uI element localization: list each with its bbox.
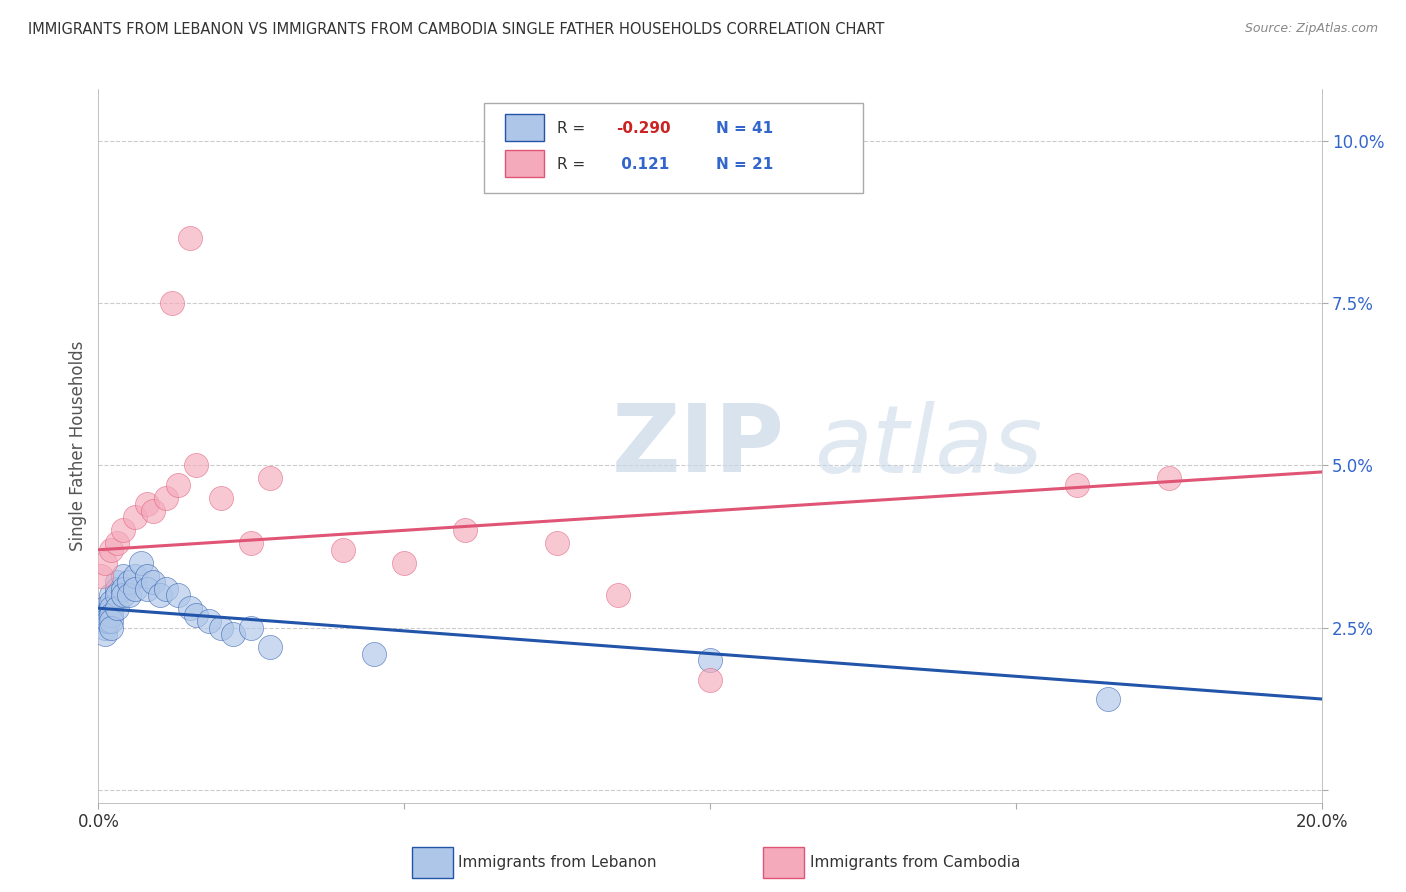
Point [155, 491, 177, 505]
Point [93, 614, 115, 628]
Point [240, 621, 263, 635]
Point [363, 647, 385, 661]
Point [100, 607, 122, 622]
Point [136, 497, 159, 511]
Text: Source: ZipAtlas.com: Source: ZipAtlas.com [1244, 22, 1378, 36]
Point [1066, 478, 1088, 492]
Point [179, 601, 201, 615]
Point [259, 471, 281, 485]
Point [105, 601, 128, 615]
Text: ZIP: ZIP [612, 400, 785, 492]
Point [93, 607, 115, 622]
FancyBboxPatch shape [505, 150, 544, 177]
Point [209, 621, 232, 635]
Point [124, 582, 146, 596]
Text: Immigrants from Cambodia: Immigrants from Cambodia [810, 855, 1021, 870]
Point [546, 536, 568, 550]
Point [105, 536, 128, 550]
Point [100, 542, 122, 557]
Point [142, 504, 165, 518]
Point [100, 595, 122, 609]
FancyBboxPatch shape [484, 103, 863, 193]
Point [136, 582, 159, 596]
Point [186, 607, 208, 622]
Point [136, 568, 159, 582]
Point [97, 614, 120, 628]
Point [111, 588, 134, 602]
Point [105, 575, 128, 590]
Text: R =: R = [557, 121, 591, 136]
Point [222, 627, 245, 641]
Text: -0.290: -0.290 [616, 121, 671, 136]
Point [118, 588, 141, 602]
Text: 0.121: 0.121 [616, 157, 669, 171]
Point [124, 510, 146, 524]
Point [259, 640, 281, 654]
Point [93, 621, 115, 635]
Point [197, 614, 219, 628]
Point [100, 588, 122, 602]
Point [240, 536, 263, 550]
Point [118, 575, 141, 590]
Point [155, 582, 177, 596]
Point [105, 588, 128, 602]
Point [167, 588, 190, 602]
Point [699, 673, 721, 687]
Point [186, 458, 208, 473]
Point [111, 568, 134, 582]
Point [1157, 471, 1180, 485]
Point [167, 478, 190, 492]
Text: IMMIGRANTS FROM LEBANON VS IMMIGRANTS FROM CAMBODIA SINGLE FATHER HOUSEHOLDS COR: IMMIGRANTS FROM LEBANON VS IMMIGRANTS FR… [28, 22, 884, 37]
Text: Immigrants from Lebanon: Immigrants from Lebanon [458, 855, 657, 870]
Text: atlas: atlas [814, 401, 1042, 491]
Point [332, 542, 354, 557]
Text: R =: R = [557, 157, 591, 171]
FancyBboxPatch shape [505, 114, 544, 141]
Point [90, 607, 112, 622]
Point [392, 556, 416, 570]
Point [100, 614, 122, 628]
Point [454, 524, 477, 538]
Text: N = 21: N = 21 [716, 157, 773, 171]
Y-axis label: Single Father Households: Single Father Households [69, 341, 87, 551]
Point [142, 575, 165, 590]
Point [93, 627, 115, 641]
Point [93, 556, 115, 570]
Point [111, 582, 134, 596]
Point [149, 588, 172, 602]
Point [100, 621, 122, 635]
Point [1097, 692, 1119, 706]
Point [111, 524, 134, 538]
Point [607, 588, 630, 602]
Point [179, 231, 201, 245]
Point [209, 491, 232, 505]
Point [160, 296, 183, 310]
Point [105, 582, 128, 596]
Point [93, 601, 115, 615]
Point [124, 568, 146, 582]
Text: N = 41: N = 41 [716, 121, 773, 136]
Point [129, 556, 152, 570]
Point [90, 568, 112, 582]
Point [100, 601, 122, 615]
Point [699, 653, 721, 667]
